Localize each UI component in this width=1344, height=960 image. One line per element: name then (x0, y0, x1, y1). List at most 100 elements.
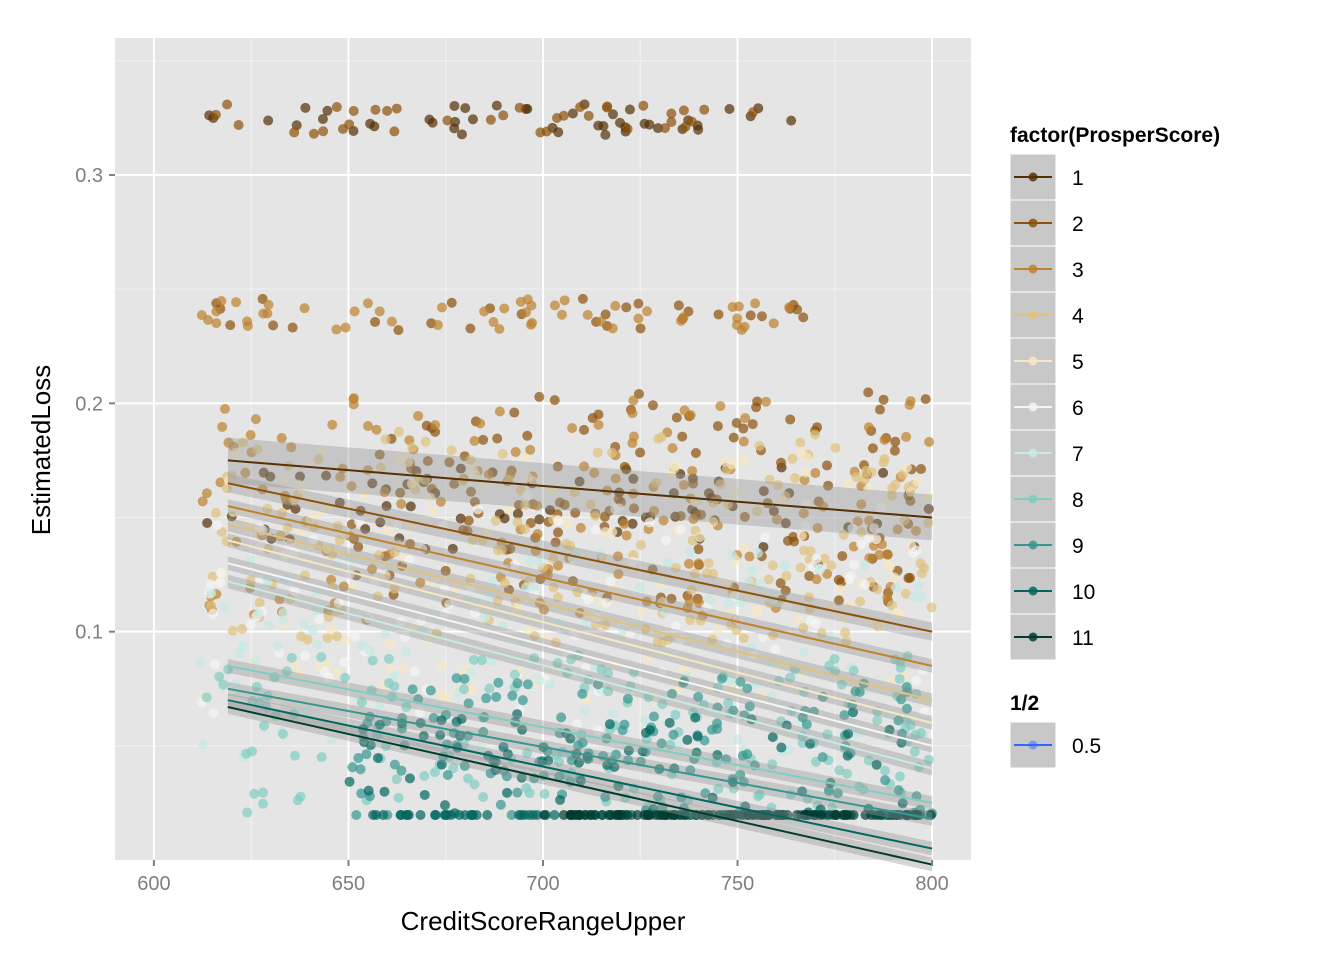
data-point (811, 574, 822, 585)
data-point (887, 490, 898, 501)
data-point (493, 677, 504, 688)
data-point (245, 430, 256, 441)
data-point (252, 444, 263, 455)
data-point (764, 474, 775, 485)
data-point (415, 577, 426, 588)
data-point (375, 462, 386, 473)
data-point (367, 478, 378, 489)
data-point (600, 791, 611, 802)
data-point (472, 504, 483, 515)
data-point (278, 615, 289, 626)
data-point (884, 724, 895, 735)
data-point (289, 586, 300, 597)
data-point (856, 499, 867, 510)
data-point (197, 739, 208, 750)
data-point (816, 628, 827, 639)
data-point (665, 739, 676, 750)
data-point (744, 701, 755, 712)
data-point (822, 729, 833, 740)
data-point (738, 436, 749, 447)
legend-label: 10 (1072, 581, 1095, 604)
data-point (610, 810, 621, 820)
x-axis-ticks: 600 650 700 750 800 (137, 860, 949, 895)
data-point (805, 615, 816, 626)
data-point (686, 116, 697, 127)
data-point (456, 713, 467, 724)
data-point (436, 302, 447, 313)
legend-label: 5 (1072, 351, 1084, 374)
data-point (800, 467, 811, 478)
data-point (512, 709, 523, 720)
y-axis-ticks: 0.1 0.2 0.3 (75, 165, 115, 644)
data-point (322, 503, 333, 514)
data-point (283, 539, 294, 550)
data-point (301, 705, 312, 716)
data-point (300, 570, 311, 581)
data-point (430, 810, 441, 820)
data-point (742, 683, 753, 694)
data-point (920, 394, 931, 405)
data-point (840, 627, 851, 638)
data-point (917, 665, 928, 676)
data-point (322, 633, 333, 644)
data-point (786, 115, 797, 126)
data-point (575, 102, 586, 113)
x-axis-title: CreditScoreRangeUpper (401, 906, 686, 936)
data-point (661, 535, 672, 546)
data-point (643, 653, 654, 664)
data-point (319, 666, 330, 677)
data-point (512, 508, 523, 519)
data-point (422, 456, 433, 467)
legend-key-point (1028, 218, 1038, 228)
data-point (871, 759, 882, 770)
data-point (886, 676, 897, 687)
legend-label: 3 (1072, 259, 1084, 282)
data-point (250, 414, 261, 425)
data-point (435, 496, 446, 507)
data-point (916, 568, 927, 579)
data-point (570, 507, 581, 518)
data-point (679, 405, 690, 416)
data-point (866, 810, 877, 820)
data-point (632, 810, 643, 820)
data-point (673, 300, 684, 311)
data-point (524, 810, 535, 820)
data-point (465, 323, 476, 334)
data-point (752, 547, 763, 558)
data-point (617, 624, 628, 635)
data-point (571, 719, 582, 730)
data-point (245, 619, 256, 630)
data-point (728, 705, 739, 716)
data-point (286, 442, 297, 453)
data-point (428, 712, 439, 723)
data-point (246, 575, 257, 586)
data-point (726, 675, 737, 686)
data-point (437, 660, 448, 671)
data-point (469, 435, 480, 446)
data-point (544, 679, 555, 690)
data-point (635, 323, 646, 334)
data-point (565, 733, 576, 744)
data-point (830, 442, 841, 453)
data-point (475, 742, 486, 753)
data-point (386, 316, 397, 327)
data-point (640, 727, 651, 738)
data-point (344, 776, 355, 787)
data-point (340, 322, 351, 333)
trend-line-1 (227, 459, 933, 519)
data-point (832, 788, 843, 799)
data-point (690, 447, 701, 458)
data-point (520, 582, 531, 593)
data-point (713, 309, 724, 320)
data-point (859, 579, 870, 590)
data-point (539, 810, 550, 820)
data-point (398, 663, 409, 674)
data-point (716, 673, 727, 684)
data-point (872, 715, 883, 726)
data-point (635, 582, 646, 593)
data-point (607, 526, 618, 537)
data-point (785, 672, 796, 683)
data-point (392, 518, 403, 529)
data-point (628, 473, 639, 484)
data-point (237, 641, 248, 652)
